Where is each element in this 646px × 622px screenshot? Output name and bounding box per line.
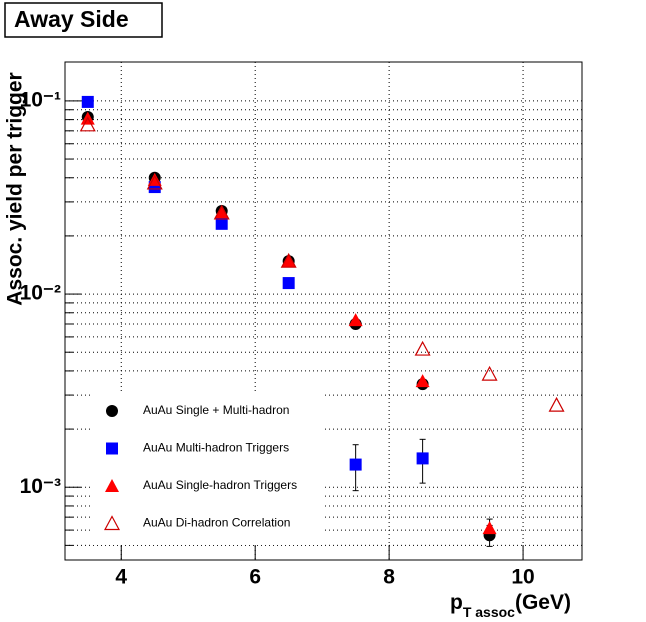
y-tick-label: 10⁻³ (20, 475, 61, 498)
legend-label: AuAu Multi-hadron Triggers (143, 441, 289, 455)
y-tick-label: 10⁻² (20, 282, 61, 305)
marker (481, 365, 498, 381)
x-tick-label: 6 (249, 566, 261, 589)
marker (214, 204, 229, 218)
marker (81, 95, 94, 108)
x-label-unit: (GeV) (515, 591, 571, 614)
legend-marker (106, 405, 118, 417)
legend-label: AuAu Single-hadron Triggers (143, 478, 297, 492)
marker (213, 204, 230, 220)
marker (282, 277, 295, 290)
marker (482, 521, 497, 535)
marker (548, 396, 565, 412)
y-tick-label: 10⁻¹ (20, 88, 61, 111)
x-tick-label: 8 (383, 566, 395, 589)
marker (349, 458, 362, 471)
legend-label: AuAu Single + Multi-hadron (143, 403, 289, 417)
marker (215, 217, 228, 230)
marker (79, 116, 96, 132)
plot-frame (64, 61, 583, 561)
chart-title: Away Side (14, 6, 129, 32)
title-box (4, 2, 163, 38)
marker (348, 313, 363, 327)
marker (146, 174, 163, 190)
marker (416, 452, 429, 465)
marker (280, 252, 297, 268)
x-label-sub: T assoc (463, 604, 515, 620)
legend-label: AuAu Di-hadron Correlation (143, 516, 290, 530)
legend (90, 393, 322, 545)
marker (415, 374, 430, 388)
legend-marker (103, 515, 121, 531)
marker (414, 340, 431, 356)
y-axis-label: Assoc. yield per trigger (4, 72, 27, 305)
legend-marker (106, 442, 118, 455)
x-label-main: p (450, 591, 463, 614)
legend-marker (105, 479, 119, 492)
x-axis-label: pT assoc(GeV) (450, 591, 571, 620)
x-tick-label: 4 (115, 566, 127, 589)
x-tick-label: 10 (511, 566, 534, 589)
marker (281, 254, 296, 268)
